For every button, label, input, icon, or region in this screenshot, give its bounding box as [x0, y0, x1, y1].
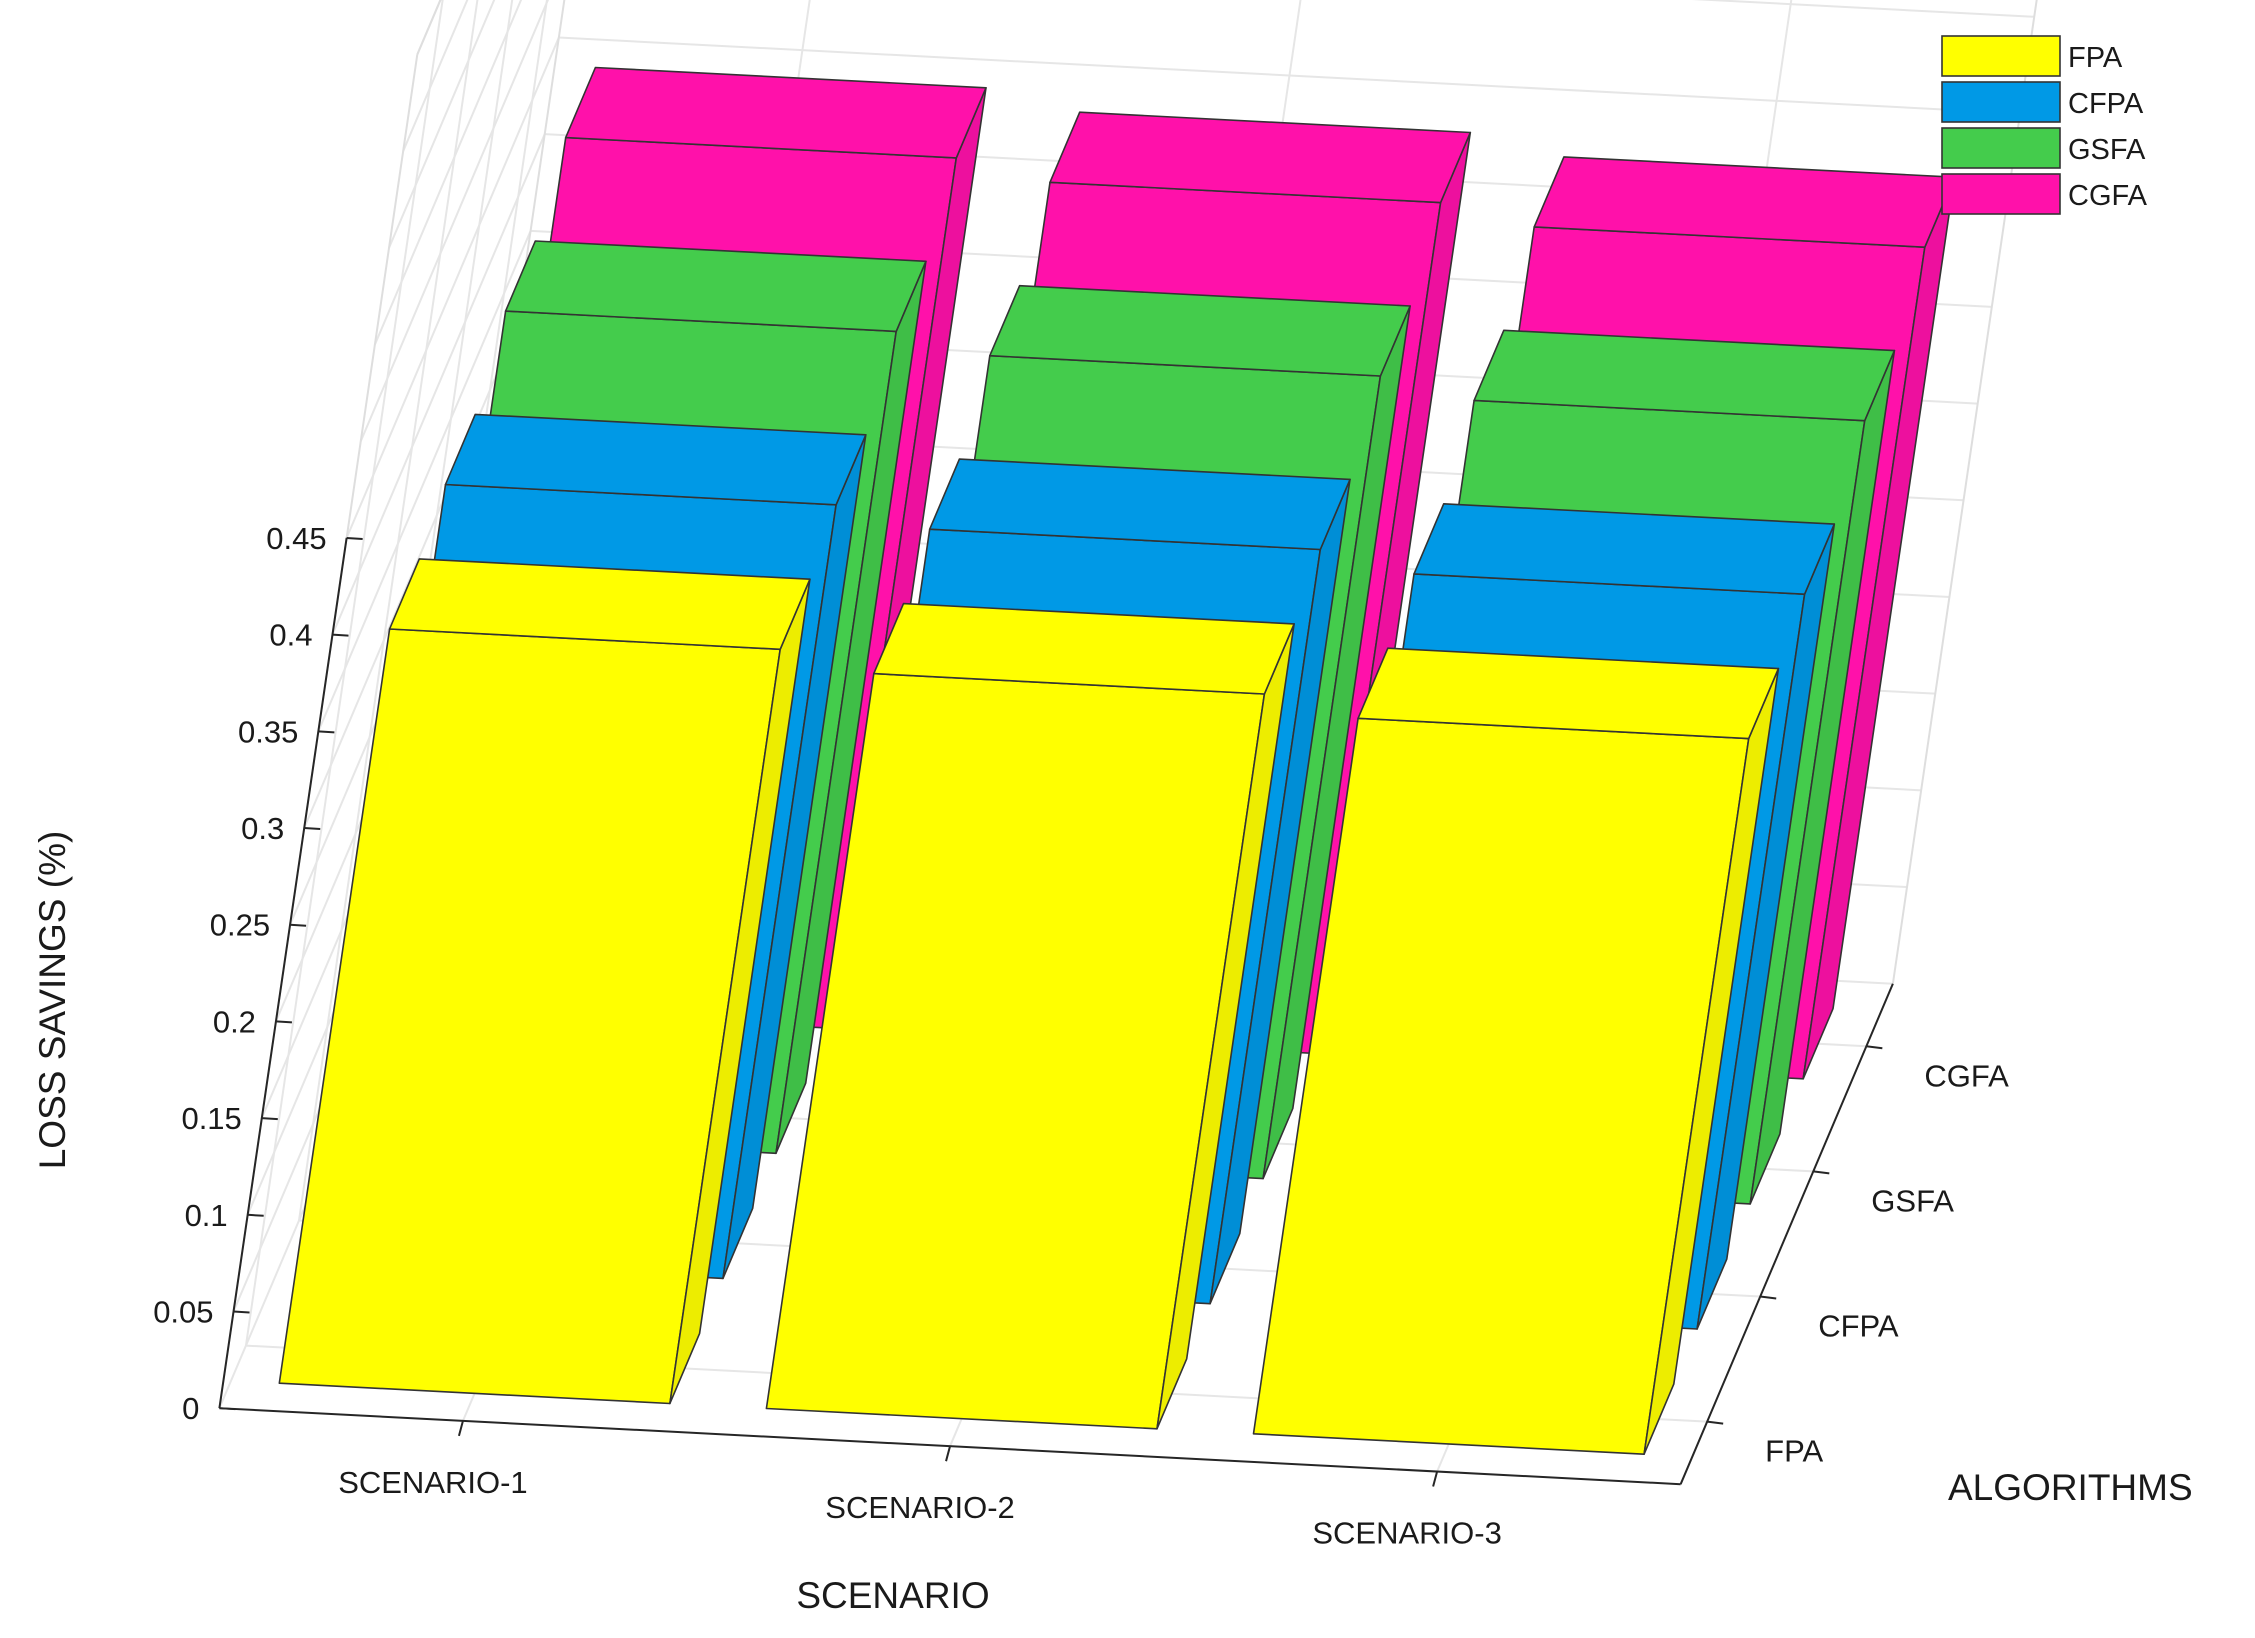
y-tick-label: 0.05 [153, 1294, 213, 1329]
z-axis-title: ALGORITHMS [1948, 1467, 2193, 1508]
y-tick-label: 0.35 [238, 714, 298, 749]
x-tick-label: SCENARIO-1 [338, 1465, 527, 1500]
z-axis-line [1679, 983, 1894, 1485]
y-tick-label: 0.15 [181, 1101, 241, 1136]
grid-line-left-8 [331, 133, 546, 636]
y-tick-3 [261, 1117, 278, 1121]
box-edge-3 [416, 0, 442, 55]
legend: FPA CFPA GSFA CGFA [1941, 35, 2148, 215]
y-tick-6 [304, 827, 321, 831]
x-axis-title: SCENARIO [796, 1575, 989, 1616]
z-tick-1 [1760, 1295, 1777, 1300]
grid-line-left-7 [317, 230, 532, 732]
y-tick-label: 0.2 [213, 1004, 256, 1039]
z-tick-label: CGFA [1924, 1058, 2009, 1093]
y-axis-title: LOSS SAVINGS (%) [32, 831, 73, 1170]
z-tick-0 [1707, 1420, 1724, 1425]
y-tick-5 [290, 923, 307, 927]
grid-line-left-13 [402, 0, 469, 152]
x-tick-1 [945, 1445, 951, 1462]
z-tick-label: GSFA [1871, 1183, 1954, 1218]
legend-swatch-cfpa [1941, 81, 2061, 123]
bar-top-face [1473, 329, 1896, 422]
x-tick-label: SCENARIO-3 [1312, 1516, 1501, 1551]
legend-label: CFPA [2068, 88, 2144, 120]
legend-swatch-cgfa [1941, 173, 2061, 215]
axes-layer [218, 536, 1894, 1487]
bar-fpa-3 [1252, 647, 1780, 1455]
legend-label: FPA [2068, 42, 2123, 74]
legend-swatch-gsfa [1941, 127, 2061, 169]
x-tick-2 [1432, 1471, 1439, 1487]
y-tick-label: 0 [182, 1391, 199, 1426]
bar-top-face [444, 413, 867, 506]
grid-line-left-10 [359, 0, 549, 442]
grid-line-depth-0 [244, 0, 444, 1346]
z-tick-label: FPA [1765, 1434, 1823, 1469]
y-tick-4 [275, 1020, 293, 1024]
bar-top-face [564, 66, 987, 159]
legend-label: GSFA [2068, 134, 2146, 166]
z-tick-3 [1866, 1045, 1883, 1050]
grid-line-depth-1 [297, 0, 479, 1221]
box-edge-2 [1891, 0, 2038, 984]
y-tick-8 [332, 633, 349, 637]
bar-fpa-1 [278, 558, 811, 1405]
bar-top-face [1357, 647, 1780, 740]
y-tick-label: 0.45 [266, 521, 326, 556]
labels-layer: 0 0.05 0.1 0.15 0.2 0.25 0.3 0.35 0.4 0.45 SCENARI… [153, 521, 2009, 1551]
bar-fpa-2 [765, 602, 1295, 1430]
y-tick-1 [233, 1310, 250, 1314]
legend-label: CGFA [2068, 180, 2148, 212]
grid-line-left-12 [388, 0, 496, 249]
bar-top-face [988, 284, 1411, 377]
y-tick-label: 0.25 [210, 908, 270, 943]
y-tick-label: 0.4 [269, 618, 312, 653]
grid-line-left-11 [373, 0, 523, 345]
grid-line-left-6 [303, 327, 518, 829]
x-tick-label: SCENARIO-2 [825, 1490, 1014, 1525]
bar-top-face [928, 458, 1351, 551]
bar-top-face [872, 602, 1295, 695]
y-tick-label: 0.3 [241, 811, 284, 846]
legend-swatch-fpa [1941, 35, 2061, 77]
grid-line-left-9 [345, 37, 560, 539]
y-tick-0 [219, 1407, 236, 1411]
y-axis-line [218, 537, 348, 1409]
y-tick-7 [318, 730, 335, 734]
y-tick-9 [346, 536, 363, 540]
grid-line-left-14 [416, 0, 442, 55]
bar-top-face [1049, 111, 1472, 204]
z-tick-label: CFPA [1818, 1309, 1899, 1344]
bar-top-face [504, 240, 927, 333]
grid-line-back-10 [1692, 0, 2035, 18]
y-tick-2 [247, 1213, 264, 1217]
x-tick-0 [457, 1420, 464, 1437]
bar-top-face [388, 558, 811, 651]
z-tick-2 [1813, 1170, 1830, 1175]
y-tick-label: 0.1 [185, 1198, 228, 1233]
bar-top-face [1413, 502, 1836, 596]
bars-layer [278, 66, 1956, 1455]
